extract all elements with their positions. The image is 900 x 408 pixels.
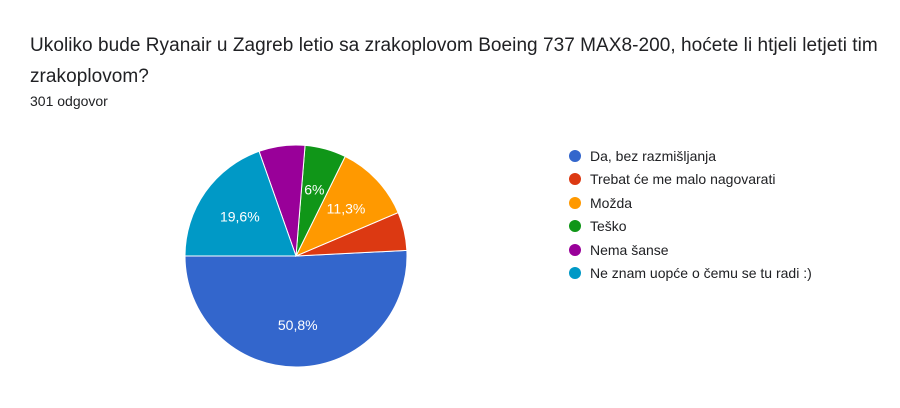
pie-slice-1[interactable] <box>184 249 408 368</box>
legend-label: Trebat će me malo nagovarati <box>590 171 776 188</box>
legend-swatch-icon <box>569 220 581 233</box>
pie-data-label-6: 19,6% <box>220 208 260 224</box>
legend-swatch-icon <box>569 173 581 186</box>
pie-slices <box>184 144 408 368</box>
legend-item-6[interactable]: Ne znam uopće o čemu se tu radi :) <box>569 262 812 286</box>
pie-data-labels: 50,8% 11,3%6% 19,6% <box>220 182 365 333</box>
legend-label: Da, bez razmišljanja <box>590 147 717 164</box>
legend-swatch-icon <box>569 243 581 256</box>
legend-label: Nema šanse <box>590 241 669 258</box>
legend-item-4[interactable]: Teško <box>569 215 812 239</box>
legend-item-1[interactable]: Da, bez razmišljanja <box>569 144 812 168</box>
legend-swatch-icon <box>569 196 581 209</box>
question-title: Ukoliko bude Ryanair u Zagreb letio sa z… <box>30 35 878 87</box>
pie-data-label-1: 50,8% <box>278 317 318 333</box>
legend-item-3[interactable]: Možda <box>569 191 812 215</box>
pie-data-label-4: 6% <box>304 182 324 198</box>
legend-label: Teško <box>590 218 627 235</box>
pie-slice-3[interactable] <box>294 155 399 257</box>
legend-item-5[interactable]: Nema šanse <box>569 238 812 262</box>
legend-label: Možda <box>590 194 633 211</box>
legend-swatch-icon <box>569 267 581 280</box>
legend-swatch-icon <box>569 149 581 162</box>
pie-slice-6[interactable] <box>184 150 297 257</box>
response-count: 301 odgovor <box>30 93 108 109</box>
legend-label: Ne znam uopće o čemu se tu radi :) <box>590 265 812 282</box>
chart-legend: Da, bez razmišljanja Trebat će me malo na… <box>569 144 812 285</box>
legend-item-2[interactable]: Trebat će me malo nagovarati <box>569 168 812 192</box>
pie-data-label-3: 11,3% <box>327 201 366 217</box>
